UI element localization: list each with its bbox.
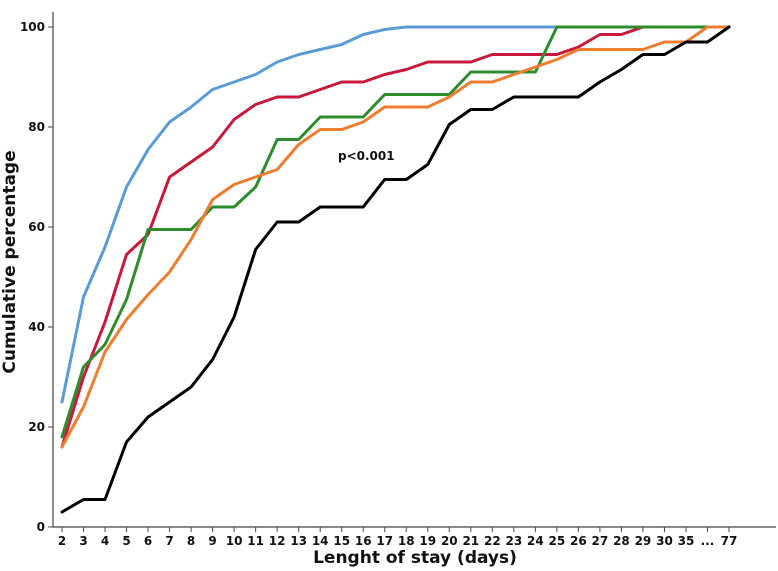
- y-ticks: 0 20 40 60 80 100: [20, 20, 53, 534]
- series-lines: [60, 25, 731, 514]
- x-tick-label: 16: [355, 534, 372, 548]
- series-line-3: [60, 25, 731, 439]
- x-axis-title: Lenght of stay (days): [313, 548, 517, 568]
- y-tick-label: 60: [28, 220, 45, 234]
- y-tick-label: 40: [28, 320, 45, 334]
- x-tick-label: 28: [613, 534, 630, 548]
- y-tick-label: 0: [37, 520, 45, 534]
- x-tick-label: 9: [208, 534, 216, 548]
- x-tick-label: 5: [122, 534, 130, 548]
- x-tick-label: 19: [419, 534, 436, 548]
- x-tick-label: 77: [721, 534, 738, 548]
- x-tick-label: 3: [79, 534, 87, 548]
- x-tick-label: 11: [247, 534, 264, 548]
- x-tick-label: 15: [333, 534, 350, 548]
- x-tick-label: 21: [462, 534, 479, 548]
- x-tick-label: 2: [58, 534, 66, 548]
- x-tick-label: 24: [527, 534, 544, 548]
- x-tick-label: 7: [165, 534, 173, 548]
- x-tick-label: 23: [505, 534, 522, 548]
- x-tick-label: 17: [376, 534, 393, 548]
- x-tick-label: 35: [678, 534, 695, 548]
- y-axis-title: Cumulative percentage: [0, 150, 20, 373]
- x-tick-label: 6: [144, 534, 152, 548]
- x-tick-label: 4: [101, 534, 109, 548]
- x-tick-label: 27: [592, 534, 609, 548]
- x-tick-label: 25: [549, 534, 566, 548]
- x-tick-label: 13: [290, 534, 307, 548]
- p-value-annotation: p<0.001: [338, 149, 395, 163]
- x-tick-label: 26: [570, 534, 587, 548]
- x-tick-label: 12: [269, 534, 286, 548]
- x-tick-label: 10: [226, 534, 243, 548]
- y-tick-label: 100: [20, 20, 45, 34]
- series-line-4: [60, 25, 731, 449]
- axes: [52, 12, 776, 528]
- x-tick-label: 14: [312, 534, 329, 548]
- x-tick-label: 8: [187, 534, 195, 548]
- x-tick-label: ...: [701, 534, 715, 548]
- x-ticks: 2 3 4 5 6 7 8 9 10 11 12 13 14 15 16 17 18 19 20 21 22 23 24 25…: [58, 527, 738, 548]
- x-tick-label: 18: [398, 534, 415, 548]
- series-line-1: [60, 25, 731, 404]
- y-tick-label: 80: [28, 120, 45, 134]
- x-tick-label: 22: [484, 534, 501, 548]
- series-line-2: [60, 25, 731, 449]
- x-tick-label: 30: [656, 534, 673, 548]
- y-tick-label: 20: [28, 420, 45, 434]
- x-tick-label: 20: [441, 534, 458, 548]
- series-line-5: [60, 25, 731, 514]
- x-tick-label: 29: [635, 534, 652, 548]
